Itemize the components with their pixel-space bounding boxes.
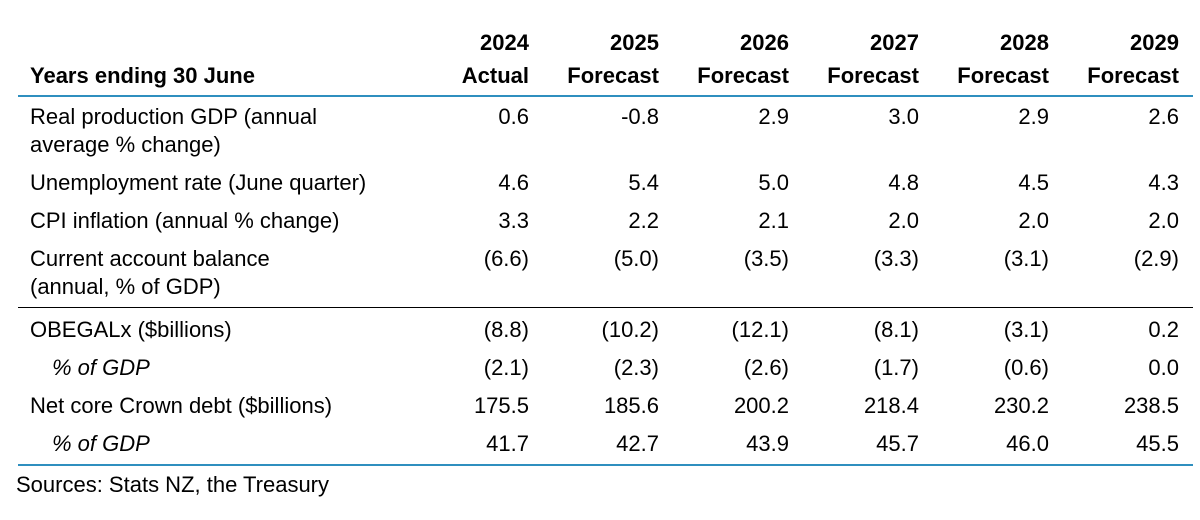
forecast-table-container: 2024 2025 2026 2027 2028 2029 Years endi… (18, 26, 1193, 466)
table-cell: 4.8 (888, 170, 919, 195)
table-cell: 0.0 (1148, 355, 1179, 380)
table-cell: (8.8) (483, 317, 529, 342)
table-header-label: Years ending 30 June (18, 59, 418, 97)
year-header: 2028 (1000, 30, 1049, 55)
source-note: Sources: Stats NZ, the Treasury (16, 472, 330, 497)
table-cell: (3.1) (1003, 317, 1049, 342)
table-cell: -0.8 (621, 104, 659, 129)
type-header: Actual (418, 59, 543, 97)
table-cell: 2.0 (888, 208, 919, 233)
table-cell: 42.7 (543, 420, 673, 466)
table-cell: 2.1 (758, 208, 789, 233)
table-cell: (2.9) (1063, 235, 1193, 308)
type-header: Forecast (543, 59, 673, 97)
row-label-line2: (annual, % of GDP) (30, 274, 221, 299)
row-label: Unemployment rate (June quarter) (30, 170, 367, 195)
table-cell: 185.6 (603, 393, 659, 418)
year-header: 2026 (740, 30, 789, 55)
table-cell: 3.0 (888, 104, 919, 129)
table-cell: 238.5 (1123, 393, 1179, 418)
economic-forecast-table: 2024 2025 2026 2027 2028 2029 Years endi… (18, 26, 1193, 466)
header-row-types: Years ending 30 June Actual Forecast For… (18, 59, 1193, 97)
table-cell: 0.6 (498, 104, 529, 129)
table-cell: 2.6 (1148, 104, 1179, 129)
table-row: Current account balance (annual, % of GD… (18, 235, 1193, 308)
row-label: % of GDP (52, 355, 150, 380)
table-cell: 200.2 (733, 393, 789, 418)
table-cell: 43.9 (673, 420, 803, 466)
table-row: % of GDP (2.1) (2.3) (2.6) (1.7) (0.6) 0… (18, 344, 1193, 382)
year-header: 2027 (870, 30, 919, 55)
table-cell: (10.2) (601, 317, 659, 342)
table-cell: 230.2 (993, 393, 1049, 418)
table-cell: (1.7) (873, 355, 919, 380)
table-cell: (8.1) (873, 317, 919, 342)
table-cell: (5.0) (543, 235, 673, 308)
table-cell: (2.6) (743, 355, 789, 380)
table-cell: (0.6) (1003, 355, 1049, 380)
table-cell: 5.4 (628, 170, 659, 195)
table-cell: (3.1) (933, 235, 1063, 308)
table-cell: 2.9 (758, 104, 789, 129)
row-label-line1: Current account balance (30, 246, 270, 271)
table-cell: (3.5) (673, 235, 803, 308)
row-label: % of GDP (18, 420, 418, 466)
year-header: 2029 (1130, 30, 1179, 55)
table-cell: 2.0 (1148, 208, 1179, 233)
year-header: 2025 (610, 30, 659, 55)
table-cell: 2.9 (1018, 104, 1049, 129)
header-spacer (18, 26, 418, 59)
row-label-line2: average % change) (30, 132, 221, 157)
row-label: OBEGALx ($billions) (30, 317, 232, 342)
table-row: % of GDP 41.7 42.7 43.9 45.7 46.0 45.5 (18, 420, 1193, 466)
row-label: Net core Crown debt ($billions) (30, 393, 333, 418)
type-header: Forecast (673, 59, 803, 97)
table-cell: 0.2 (1148, 317, 1179, 342)
row-label: Current account balance (annual, % of GD… (18, 235, 418, 308)
table-row: Unemployment rate (June quarter) 4.6 5.4… (18, 159, 1193, 197)
year-header: 2024 (480, 30, 529, 55)
type-header: Forecast (803, 59, 933, 97)
header-row-years: 2024 2025 2026 2027 2028 2029 (18, 26, 1193, 59)
table-cell: 175.5 (473, 393, 529, 418)
table-cell: 46.0 (933, 420, 1063, 466)
table-cell: (2.3) (613, 355, 659, 380)
row-label: CPI inflation (annual % change) (30, 208, 340, 233)
table-cell: 45.7 (803, 420, 933, 466)
table-cell: 2.0 (1018, 208, 1049, 233)
table-row: OBEGALx ($billions) (8.8) (10.2) (12.1) … (18, 308, 1193, 345)
table-cell: (12.1) (731, 317, 789, 342)
table-cell: 2.2 (628, 208, 659, 233)
type-header: Forecast (933, 59, 1063, 97)
table-cell: 4.6 (498, 170, 529, 195)
row-label: Real production GDP (annual average % ch… (18, 96, 418, 159)
row-label-line1: Real production GDP (annual (30, 104, 317, 129)
table-cell: (3.3) (803, 235, 933, 308)
table-row: Net core Crown debt ($billions) 175.5 18… (18, 382, 1193, 420)
table-cell: 4.5 (1018, 170, 1049, 195)
table-row: CPI inflation (annual % change) 3.3 2.2 … (18, 197, 1193, 235)
table-cell: 218.4 (863, 393, 919, 418)
table-cell: 45.5 (1063, 420, 1193, 466)
table-cell: (2.1) (483, 355, 529, 380)
table-cell: 41.7 (418, 420, 543, 466)
table-cell: 4.3 (1148, 170, 1179, 195)
table-cell: 5.0 (758, 170, 789, 195)
table-cell: 3.3 (498, 208, 529, 233)
table-row: Real production GDP (annual average % ch… (18, 96, 1193, 159)
table-cell: (6.6) (418, 235, 543, 308)
type-header: Forecast (1063, 59, 1193, 97)
